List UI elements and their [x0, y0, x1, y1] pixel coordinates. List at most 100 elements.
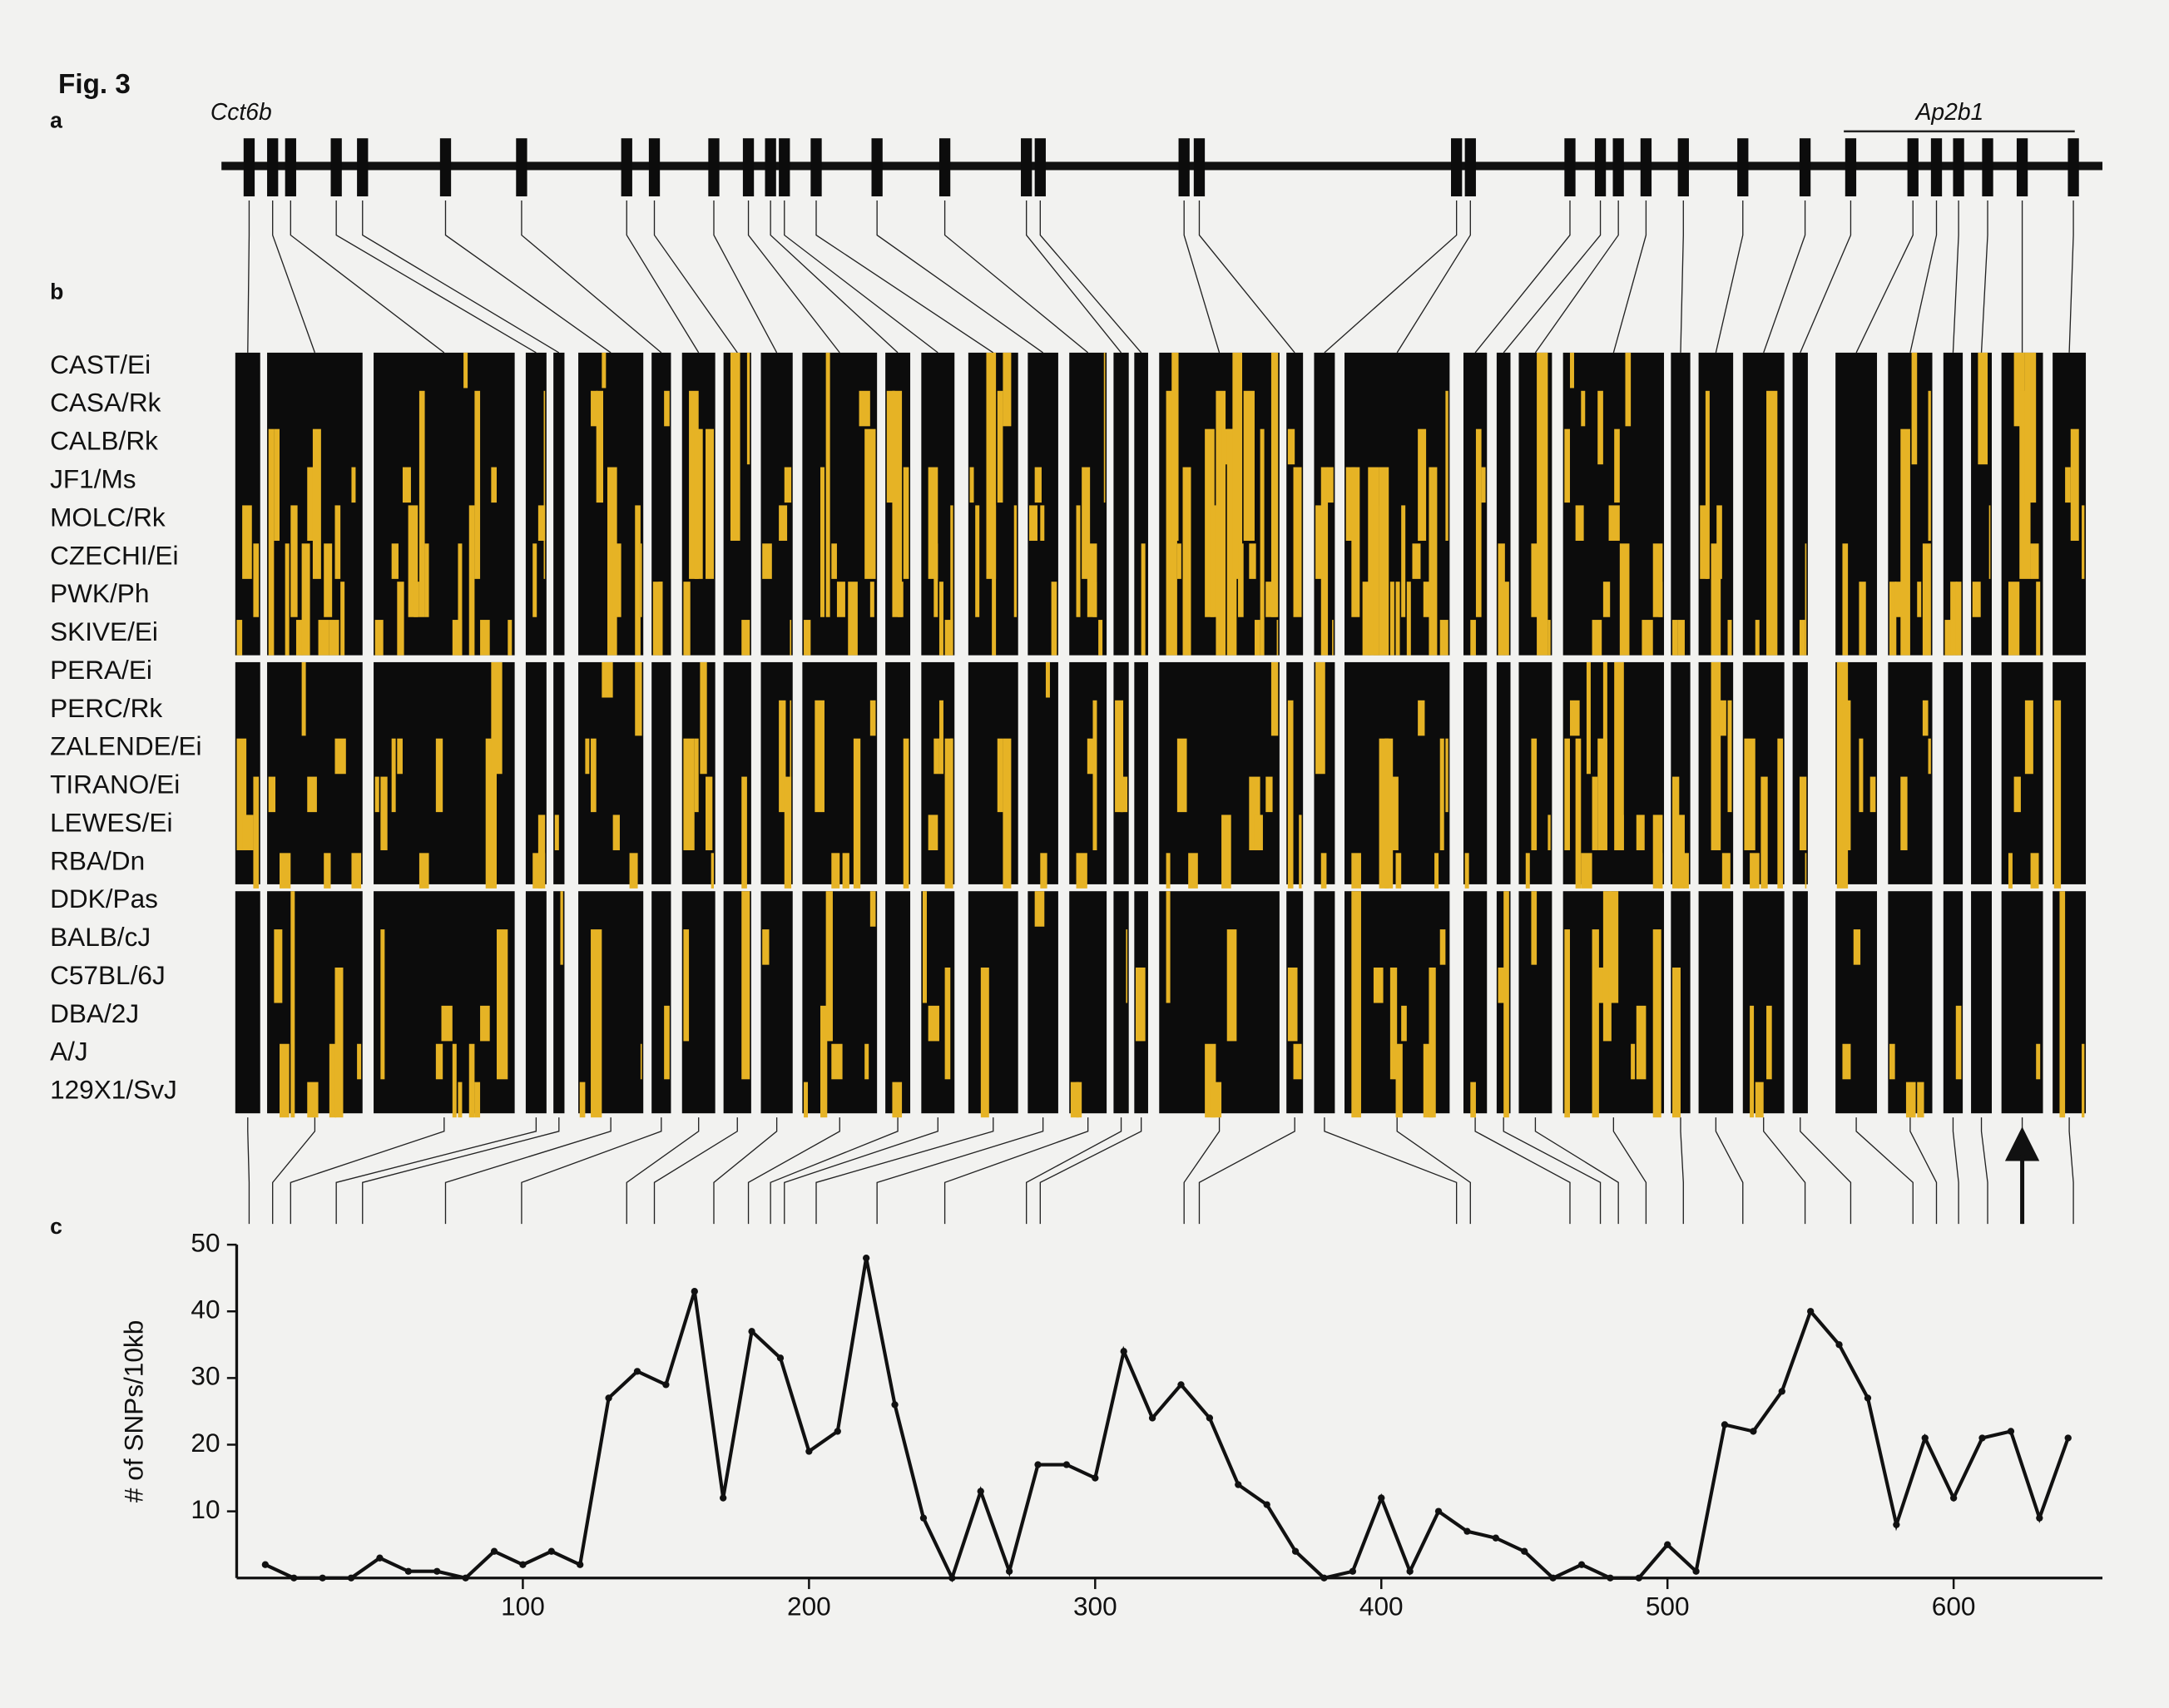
allele-stripe [640, 1043, 642, 1080]
data-point [290, 1574, 298, 1582]
allele-stripe [508, 620, 513, 656]
connector [521, 201, 662, 354]
connector [1503, 201, 1602, 354]
allele-stripe [1389, 776, 1399, 851]
allele-stripe [864, 1043, 869, 1080]
data-point [1549, 1574, 1557, 1582]
allele-stripe [1126, 929, 1128, 1003]
data-point [1492, 1534, 1499, 1542]
allele-stripe [1136, 967, 1146, 1042]
allele-stripe [441, 1005, 453, 1042]
allele-stripe [746, 352, 750, 465]
block [553, 352, 565, 656]
strain-label: A/J [50, 1037, 88, 1067]
allele-stripe [402, 467, 411, 503]
connector [1534, 1117, 1619, 1225]
y-tick-label: 20 [191, 1428, 220, 1458]
allele-stripe [1429, 467, 1438, 656]
allele-stripe [933, 738, 939, 775]
allele-stripe [2082, 1043, 2085, 1118]
connector [1680, 201, 1684, 353]
allele-stripe [1900, 428, 1910, 656]
allele-stripe [944, 967, 951, 1080]
allele-stripe [1481, 467, 1486, 503]
allele-stripe [1232, 352, 1243, 579]
connector [362, 1117, 560, 1225]
allele-stripe [1034, 467, 1042, 503]
allele-stripe [1216, 390, 1226, 656]
allele-stripe [1727, 700, 1732, 813]
allele-stripe [1900, 776, 1908, 851]
block [1971, 891, 1993, 1114]
allele-stripe [1766, 390, 1778, 656]
allele-stripe [790, 620, 792, 656]
connector [770, 201, 899, 354]
allele-stripe [2053, 700, 2062, 889]
allele-stripe [1744, 738, 1756, 851]
allele-stripe [474, 1082, 481, 1118]
allele-stripe [268, 776, 276, 813]
allele-stripe [1166, 891, 1171, 1003]
figure-label: Fig. 3 [58, 69, 131, 100]
block [1463, 352, 1488, 656]
allele-stripe [1711, 543, 1721, 656]
allele-stripe [1115, 700, 1124, 813]
allele-stripe [596, 390, 604, 503]
allele-stripe [1917, 1082, 1924, 1118]
data-point [1263, 1501, 1270, 1508]
allele-stripe [1859, 738, 1864, 813]
block [1943, 661, 1963, 884]
block [2053, 352, 2087, 656]
block [1671, 352, 1691, 656]
allele-stripe [1716, 700, 1726, 736]
exon [243, 138, 255, 197]
allele-stripe [397, 582, 404, 656]
block [651, 891, 671, 1114]
allele-stripe [997, 738, 1003, 813]
allele-stripe [1475, 428, 1482, 617]
connector [1474, 201, 1571, 354]
connector [444, 201, 612, 354]
data-point [1893, 1521, 1900, 1528]
allele-stripe [784, 776, 792, 889]
connector [943, 201, 1089, 354]
block [1943, 891, 1963, 1114]
allele-stripe [1619, 814, 1624, 851]
data-point [1177, 1381, 1185, 1389]
allele-stripe [1531, 891, 1538, 965]
data-point [1320, 1574, 1328, 1582]
allele-stripe [560, 891, 563, 965]
allele-stripe [334, 738, 346, 775]
data-point [1807, 1308, 1815, 1315]
allele-stripe [1276, 620, 1279, 656]
allele-stripe [1750, 853, 1760, 889]
block [1159, 891, 1280, 1114]
allele-stripe [689, 390, 699, 579]
allele-stripe [285, 543, 290, 656]
allele-stripe [683, 582, 691, 656]
block [885, 891, 911, 1114]
allele-stripe [1531, 738, 1538, 851]
allele-stripe [1859, 582, 1866, 656]
allele-stripe [938, 700, 943, 775]
allele-stripe [1315, 661, 1325, 775]
block [1835, 352, 1878, 656]
allele-stripe [474, 390, 481, 579]
allele-stripe [903, 467, 909, 579]
exon [516, 138, 527, 197]
block [968, 891, 1018, 1114]
allele-stripe [318, 620, 329, 656]
allele-stripe [612, 814, 620, 851]
strain-label: CASA/Rk [50, 388, 161, 418]
allele-stripe [435, 1043, 443, 1080]
connector [1026, 201, 1122, 354]
block [553, 661, 565, 884]
allele-stripe [741, 891, 750, 1080]
allele-stripe [591, 390, 598, 427]
allele-stripe [1760, 776, 1768, 889]
allele-stripe [869, 700, 876, 736]
allele-stripe [1608, 505, 1620, 541]
allele-stripe [1581, 853, 1592, 889]
allele-stripe [706, 776, 713, 851]
exon [1845, 138, 1857, 197]
